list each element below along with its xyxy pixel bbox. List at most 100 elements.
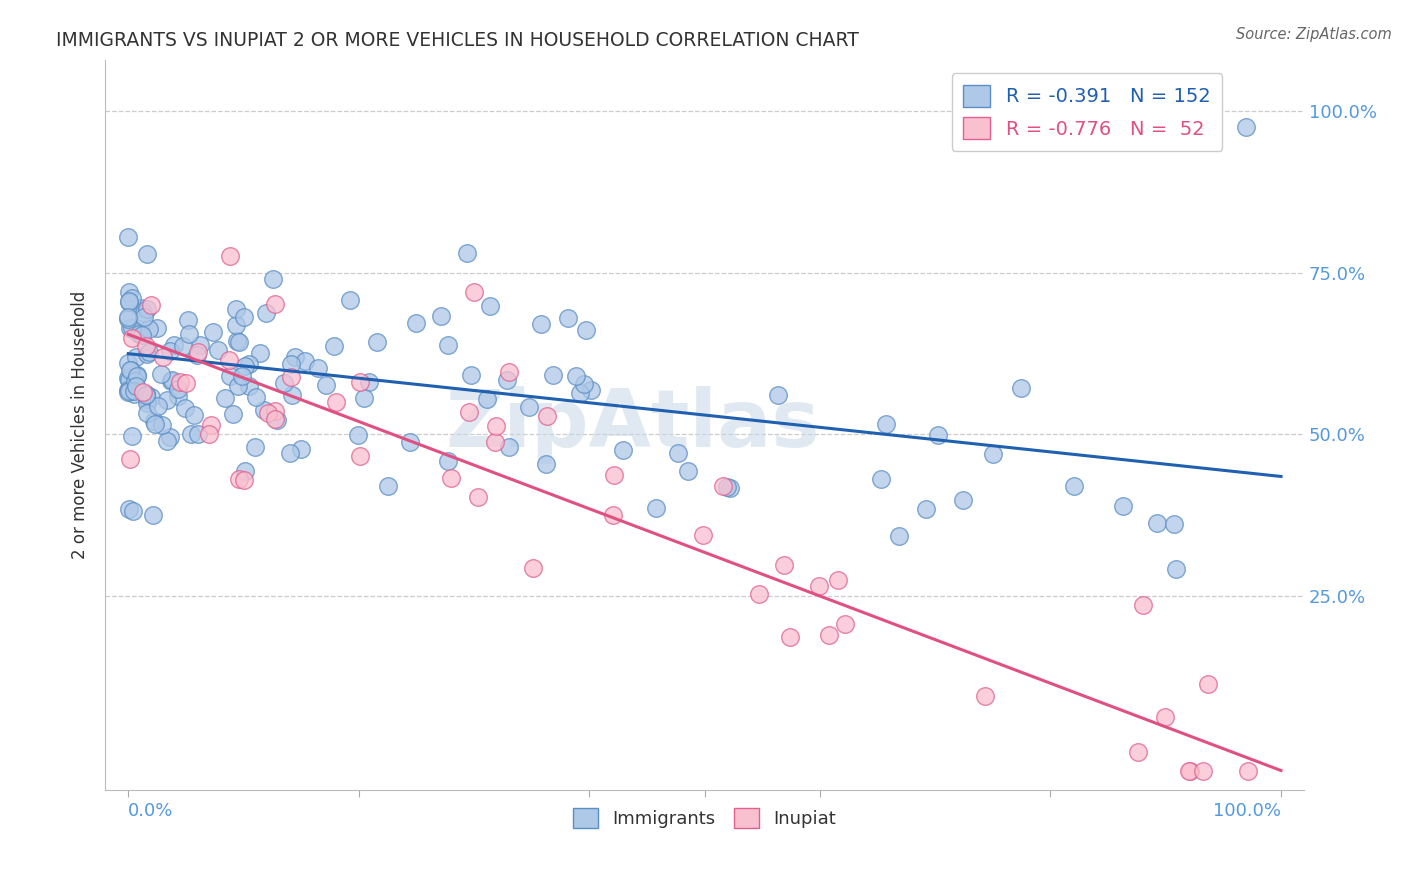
Point — [232, 473, 254, 487]
Point — [974, 690, 997, 704]
Point — [118, 384, 141, 399]
Point — [264, 412, 287, 426]
Text: ZipAtlas: ZipAtlas — [446, 385, 820, 464]
Point — [718, 481, 741, 495]
Point — [692, 528, 714, 542]
Point — [436, 338, 458, 352]
Point — [238, 379, 260, 393]
Point — [125, 351, 148, 365]
Point — [748, 586, 770, 600]
Point — [876, 417, 898, 431]
Point — [530, 317, 553, 331]
Point — [233, 359, 256, 374]
Point — [134, 310, 156, 324]
Point — [225, 318, 247, 332]
Point — [569, 385, 592, 400]
Point — [136, 346, 159, 360]
Point — [915, 501, 938, 516]
Point — [264, 404, 287, 418]
Point — [120, 363, 142, 377]
Point — [349, 376, 371, 390]
Point — [120, 452, 142, 467]
Point — [262, 272, 284, 286]
Point — [254, 305, 277, 319]
Point — [228, 472, 250, 486]
Point — [122, 387, 145, 401]
Point — [827, 573, 849, 587]
Point — [1166, 562, 1188, 576]
Point — [225, 334, 247, 349]
Point — [1178, 764, 1201, 778]
Point — [981, 447, 1004, 461]
Point — [125, 368, 148, 383]
Point — [541, 368, 564, 383]
Y-axis label: 2 or more Vehicles in Household: 2 or more Vehicles in Household — [72, 291, 89, 559]
Point — [118, 370, 141, 384]
Point — [612, 442, 634, 457]
Point — [118, 362, 141, 376]
Point — [134, 306, 156, 320]
Point — [460, 368, 482, 382]
Point — [117, 310, 139, 325]
Point — [152, 350, 174, 364]
Point — [1146, 516, 1168, 530]
Point — [117, 356, 139, 370]
Point — [565, 368, 588, 383]
Point — [603, 467, 626, 482]
Point — [467, 490, 489, 504]
Point — [167, 389, 190, 403]
Point — [188, 338, 211, 352]
Point — [121, 428, 143, 442]
Point — [202, 325, 225, 339]
Point — [117, 312, 139, 326]
Point — [135, 388, 157, 402]
Point — [143, 417, 166, 432]
Point — [339, 293, 361, 307]
Point — [122, 504, 145, 518]
Text: 0.0%: 0.0% — [128, 802, 174, 820]
Point — [716, 479, 738, 493]
Point — [273, 376, 295, 390]
Point — [117, 230, 139, 244]
Point — [307, 360, 329, 375]
Point — [129, 301, 152, 315]
Point — [135, 247, 157, 261]
Point — [1112, 500, 1135, 514]
Point — [135, 387, 157, 401]
Point — [766, 388, 789, 402]
Point — [475, 392, 498, 406]
Point — [177, 326, 200, 341]
Point — [141, 298, 163, 312]
Point — [118, 285, 141, 299]
Point — [818, 627, 841, 641]
Point — [927, 428, 949, 442]
Point — [579, 383, 602, 397]
Point — [498, 365, 520, 379]
Point — [773, 558, 796, 573]
Point — [143, 414, 166, 428]
Point — [536, 409, 558, 423]
Point — [136, 302, 159, 317]
Point — [177, 312, 200, 326]
Point — [132, 384, 155, 399]
Point — [870, 471, 893, 485]
Point — [207, 343, 229, 357]
Point — [323, 339, 346, 353]
Point — [399, 434, 422, 449]
Point — [228, 334, 250, 349]
Point — [253, 403, 276, 417]
Point — [222, 408, 245, 422]
Point — [294, 353, 316, 368]
Point — [180, 426, 202, 441]
Point — [219, 369, 242, 384]
Point — [117, 383, 139, 397]
Point — [117, 293, 139, 308]
Point — [478, 299, 501, 313]
Point — [1236, 764, 1258, 778]
Point — [645, 500, 668, 515]
Point — [141, 390, 163, 404]
Point — [127, 368, 149, 382]
Point — [117, 370, 139, 384]
Point — [1010, 381, 1032, 395]
Point — [1154, 709, 1177, 723]
